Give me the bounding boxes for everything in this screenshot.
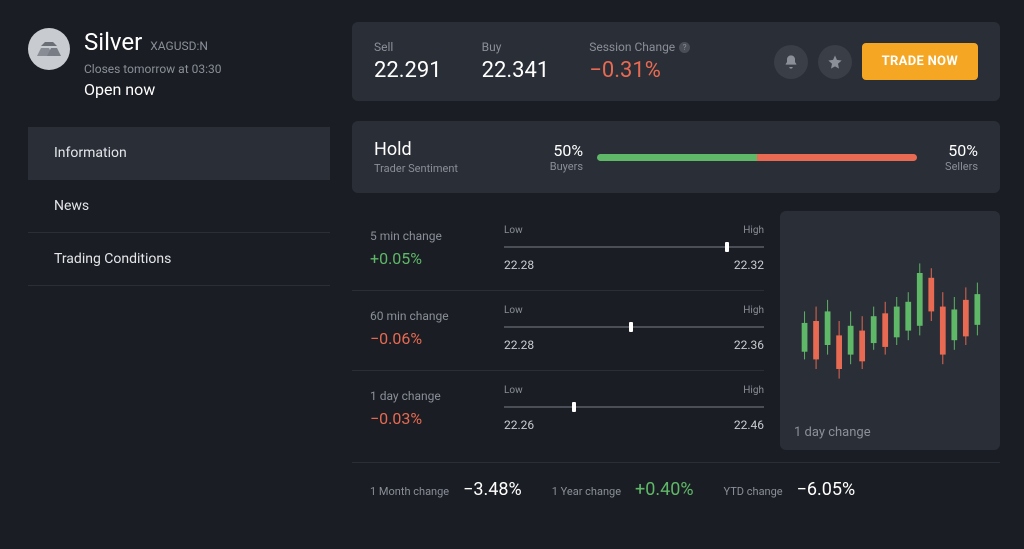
- range-high-value: 22.32: [734, 258, 764, 272]
- sidebar-item-news[interactable]: News: [28, 180, 330, 233]
- trade-now-button[interactable]: TRADE NOW: [862, 43, 978, 80]
- sidebar-item-trading-conditions[interactable]: Trading Conditions: [28, 233, 330, 286]
- top-panel: Sell 22.291 Buy 22.341 Session Change ? …: [352, 22, 1000, 101]
- sell-value: 22.291: [374, 58, 442, 83]
- bottom-label: 1 Year change: [552, 485, 621, 498]
- change-label: 60 min change: [370, 309, 480, 323]
- change-value: −0.03%: [370, 409, 480, 428]
- sentiment-bar-sell: [757, 154, 917, 161]
- change-value: +0.05%: [370, 249, 480, 268]
- chart-box: 1 day change: [780, 211, 1000, 450]
- bottom-value: −3.48%: [463, 479, 522, 500]
- range-low-label: Low: [504, 305, 523, 316]
- range-high-label: High: [743, 305, 764, 316]
- range-low-value: 22.26: [504, 418, 534, 432]
- instrument-closes: Closes tomorrow at 03:30: [84, 62, 221, 76]
- bottom-row: 1 Month change −3.48% 1 Year change +0.40% Y…: [352, 462, 1000, 500]
- range-high-value: 22.46: [734, 418, 764, 432]
- buyers-pct: 50%: [550, 141, 583, 160]
- sentiment-hold: Hold: [374, 139, 458, 160]
- change-row: 1 day change −0.03% Low High 22.26 22.46: [352, 371, 764, 450]
- range-high-value: 22.36: [734, 338, 764, 352]
- range-marker: [725, 242, 729, 252]
- sentiment-sub: Trader Sentiment: [374, 162, 458, 175]
- change-row: 5 min change +0.05% Low High 22.28 22.32: [352, 211, 764, 291]
- bottom-label: YTD change: [724, 485, 783, 498]
- bottom-stat: 1 Month change −3.48%: [370, 479, 522, 500]
- instrument-header: Silver XAGUSD:N Closes tomorrow at 03:30…: [28, 28, 330, 99]
- favorite-button[interactable]: [818, 45, 852, 79]
- help-icon[interactable]: ?: [679, 42, 690, 53]
- range-low-value: 22.28: [504, 258, 534, 272]
- range-track: [504, 402, 764, 412]
- silver-icon: [28, 28, 70, 70]
- bottom-value: −6.05%: [797, 479, 856, 500]
- instrument-name: Silver: [84, 28, 142, 56]
- range-low-label: Low: [504, 385, 523, 396]
- sentiment-bar-buy: [597, 154, 757, 161]
- sellers-label: Sellers: [945, 160, 978, 173]
- range-marker: [629, 322, 633, 332]
- buy-label: Buy: [482, 40, 550, 54]
- range-high-label: High: [743, 385, 764, 396]
- range-track: [504, 242, 764, 252]
- bottom-label: 1 Month change: [370, 485, 449, 498]
- range-low-label: Low: [504, 225, 523, 236]
- buyers-label: Buyers: [550, 160, 583, 173]
- range-track: [504, 322, 764, 332]
- bottom-stat: 1 Year change +0.40%: [552, 479, 694, 500]
- sellers-pct: 50%: [945, 141, 978, 160]
- change-label: 5 min change: [370, 229, 480, 243]
- range-marker: [572, 402, 576, 412]
- change-row: 60 min change −0.06% Low High 22.28 22.36: [352, 291, 764, 371]
- range-low-value: 22.28: [504, 338, 534, 352]
- sidebar: InformationNewsTrading Conditions: [28, 127, 330, 286]
- instrument-status: Open now: [84, 80, 221, 99]
- change-value: −0.06%: [370, 329, 480, 348]
- range-high-label: High: [743, 225, 764, 236]
- changes-list: 5 min change +0.05% Low High 22.28 22.32 60 mi…: [352, 211, 764, 450]
- session-change-block: Session Change ? −0.31%: [589, 40, 690, 83]
- sentiment-bar: [597, 154, 917, 161]
- bottom-stat: YTD change −6.05%: [724, 479, 856, 500]
- sidebar-item-information[interactable]: Information: [28, 127, 330, 180]
- buy-value: 22.341: [482, 58, 550, 83]
- session-change-label: Session Change: [589, 40, 675, 54]
- change-label: 1 day change: [370, 389, 480, 403]
- sell-label: Sell: [374, 40, 442, 54]
- chart-caption: 1 day change: [794, 425, 986, 440]
- bottom-value: +0.40%: [635, 479, 694, 500]
- candlestick-chart: [794, 223, 986, 419]
- sentiment-panel: Hold Trader Sentiment 50% Buyers 50% Sel…: [352, 121, 1000, 193]
- buy-price-block: Buy 22.341: [482, 40, 550, 83]
- alert-button[interactable]: [774, 45, 808, 79]
- session-change-value: −0.31%: [589, 58, 690, 83]
- sell-price-block: Sell 22.291: [374, 40, 442, 83]
- instrument-symbol: XAGUSD:N: [150, 39, 208, 53]
